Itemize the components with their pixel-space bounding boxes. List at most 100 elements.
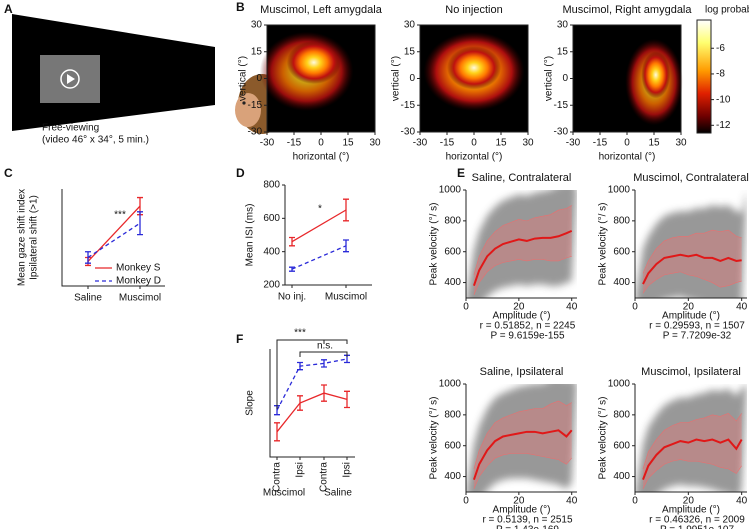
x-tick-label: 0 [471, 138, 477, 149]
y-tick-label: 15 [404, 46, 416, 57]
colorbar-tick-label: -10 [716, 94, 731, 105]
y-tick-label: 1000 [439, 379, 462, 390]
y-tick-label: 200 [263, 280, 280, 291]
panel-letter: E [457, 166, 465, 180]
statistics: P = 7.7209e-32 [663, 331, 732, 342]
y-tick-label: 600 [444, 440, 461, 451]
legend-label: Monkey D [116, 276, 161, 287]
mean-line [642, 253, 742, 285]
y-tick-label: 400 [613, 277, 630, 288]
colorbar-tick-label: -12 [716, 120, 731, 131]
y-axis-label: Ipsilateral shift (>1) [29, 195, 40, 280]
panel-letter: B [236, 0, 245, 14]
significance-bracket [299, 351, 348, 357]
play-icon [60, 69, 80, 89]
axes [284, 185, 372, 286]
x-tick-label: 15 [495, 138, 507, 149]
x-tick-label: Muscimol [325, 292, 367, 303]
caption: (video 46° x 34°, 5 min.) [42, 135, 149, 146]
x-axis-label: Amplitude (°) [662, 311, 720, 322]
statistics: P = 1.43e-169 [496, 525, 559, 529]
x-tick-label: 20 [513, 496, 525, 507]
panel-letter: D [236, 166, 245, 180]
chart-title: Muscimol, Ipsilateral [641, 366, 741, 378]
x-tick-label: -15 [593, 138, 608, 149]
chart-title: Muscimol, Contralateral [633, 172, 749, 184]
group-label: Saline [324, 488, 352, 499]
y-tick-label: -30 [554, 127, 569, 138]
heatmap-density [641, 51, 671, 99]
series-line [276, 392, 348, 433]
y-axis-label: Peak velocity (°/ s) [429, 397, 440, 480]
chart-title: Muscimol, Right amygdala [563, 4, 693, 16]
mean-line [472, 429, 573, 480]
x-tick-label: 20 [513, 302, 525, 313]
x-tick-label: -30 [566, 138, 581, 149]
band-edge [473, 453, 572, 490]
y-tick-label: 800 [444, 215, 461, 226]
y-tick-label: 1000 [439, 185, 462, 196]
x-tick-label: 40 [736, 302, 748, 313]
x-tick-label: 40 [566, 302, 578, 313]
band-edge [642, 412, 742, 469]
y-tick-label: -15 [554, 100, 569, 111]
annotation: n.s. [317, 341, 333, 352]
error-bar [297, 361, 303, 371]
error-bar [297, 395, 303, 411]
x-tick-label: No inj. [278, 292, 306, 303]
chart-title: Muscimol, Left amygdala [260, 4, 383, 16]
scatter-cloud [466, 384, 577, 492]
panel-letter: C [4, 166, 13, 180]
annotation: *** [114, 210, 126, 221]
significance-bracket [276, 339, 348, 409]
scatter-cloud [466, 190, 577, 298]
error-bar [321, 384, 327, 402]
panel-letter: F [236, 332, 243, 346]
y-tick-label: -15 [401, 100, 416, 111]
y-tick-label: 800 [613, 215, 630, 226]
heatmap-density [447, 46, 501, 90]
x-tick-label: 0 [632, 302, 638, 313]
y-tick-label: 400 [444, 277, 461, 288]
band-fill [643, 413, 742, 489]
y-tick-label: 30 [557, 20, 569, 31]
band-edge [642, 271, 742, 294]
x-tick-label: 0 [463, 302, 469, 313]
statistics: P = 9.6159e-155 [490, 331, 564, 342]
monkey-face [235, 93, 261, 127]
mean-line [472, 229, 573, 286]
plot-area [635, 190, 747, 298]
y-tick-label: 0 [562, 73, 568, 84]
x-tick-label: Saline [74, 293, 102, 304]
y-axis-label: vertical (°) [391, 56, 402, 101]
chart-title: Saline, Ipsilateral [480, 366, 564, 378]
y-tick-label: 1000 [608, 185, 631, 196]
statistics: r = 0.46326, n = 2009 [649, 515, 745, 526]
heatmap-density [286, 40, 341, 85]
error-bar [137, 211, 143, 236]
y-tick-label: 30 [404, 20, 416, 31]
error-bar [289, 266, 295, 272]
annotation: *** [294, 328, 306, 339]
chart-title: No injection [445, 4, 502, 16]
y-axis-label: Peak velocity (°/ s) [598, 203, 609, 286]
error-bar [85, 251, 91, 264]
y-tick-label: 600 [444, 246, 461, 257]
band-edge [642, 229, 742, 274]
y-tick-label: 600 [613, 246, 630, 257]
y-tick-label: -30 [248, 127, 263, 138]
caption: Free-viewing [42, 123, 99, 134]
error-bar [289, 236, 295, 247]
statistics: r = 0.5139, n = 2515 [482, 515, 573, 526]
y-axis-label: vertical (°) [544, 56, 555, 101]
y-tick-label: -15 [248, 100, 263, 111]
x-axis-label: Amplitude (°) [493, 311, 551, 322]
error-bar [344, 390, 350, 409]
y-tick-label: 15 [251, 46, 263, 57]
series-line [87, 222, 141, 259]
x-tick-label: -30 [260, 138, 275, 149]
mean-line [642, 438, 743, 481]
series-line [291, 245, 347, 270]
x-tick-label: -15 [440, 138, 455, 149]
